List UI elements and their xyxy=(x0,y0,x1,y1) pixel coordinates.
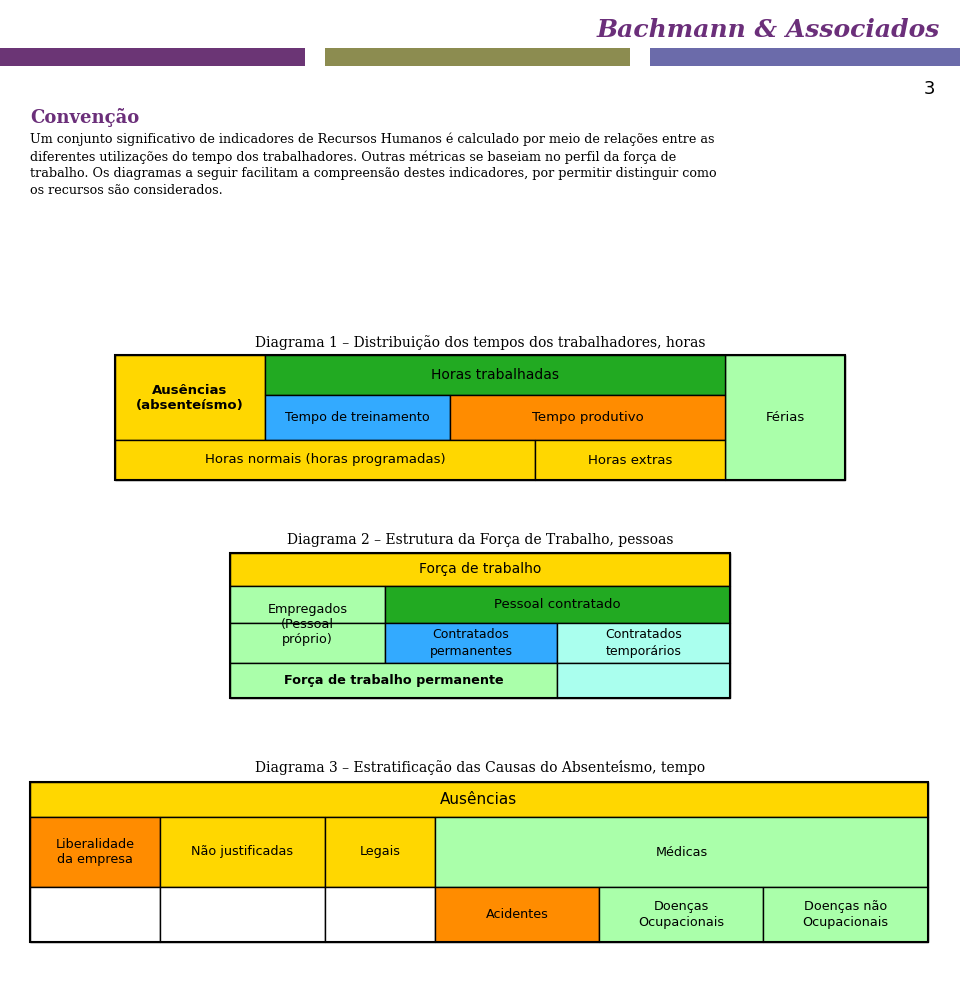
Bar xyxy=(230,553,730,586)
Bar xyxy=(115,440,535,480)
Bar xyxy=(30,817,160,887)
Text: Tempo produtivo: Tempo produtivo xyxy=(532,411,643,424)
Bar xyxy=(450,395,725,440)
Text: os recursos são considerados.: os recursos são considerados. xyxy=(30,184,223,197)
Text: Médicas: Médicas xyxy=(656,846,708,859)
Bar xyxy=(230,663,557,698)
Bar xyxy=(30,887,160,942)
Text: Liberalidade
da empresa: Liberalidade da empresa xyxy=(56,838,134,867)
Bar xyxy=(435,887,599,942)
Bar xyxy=(325,887,435,942)
Bar xyxy=(265,355,725,395)
Bar xyxy=(30,782,928,942)
Text: 3: 3 xyxy=(924,80,935,98)
Bar xyxy=(230,586,385,623)
Bar xyxy=(160,817,325,887)
Bar xyxy=(115,355,845,480)
Text: Um conjunto significativo de indicadores de Recursos Humanos é calculado por mei: Um conjunto significativo de indicadores… xyxy=(30,133,714,146)
Text: trabalho. Os diagramas a seguir facilitam a compreensão destes indicadores, por : trabalho. Os diagramas a seguir facilita… xyxy=(30,167,716,180)
Text: Pessoal contratado: Pessoal contratado xyxy=(494,598,621,611)
Text: Horas extras: Horas extras xyxy=(588,454,672,467)
Text: Ausências: Ausências xyxy=(441,792,517,807)
Bar xyxy=(385,623,557,663)
Bar xyxy=(557,623,730,663)
Text: Contratados
temporários: Contratados temporários xyxy=(605,629,682,657)
Text: Contratados
permanentes: Contratados permanentes xyxy=(429,629,513,657)
Bar xyxy=(30,782,928,817)
Bar xyxy=(535,440,725,480)
Bar xyxy=(160,887,325,942)
Text: Diagrama 3 – Estratificação das Causas do Absenteísmo, tempo: Diagrama 3 – Estratificação das Causas d… xyxy=(255,760,705,775)
Text: Convenção: Convenção xyxy=(30,108,139,127)
Bar xyxy=(557,663,730,698)
Bar xyxy=(325,817,435,887)
Bar xyxy=(599,887,763,942)
Text: diferentes utilizações do tempo dos trabalhadores. Outras métricas se baseiam no: diferentes utilizações do tempo dos trab… xyxy=(30,150,676,163)
Text: Férias: Férias xyxy=(765,411,804,424)
Text: Força de trabalho: Força de trabalho xyxy=(419,562,541,577)
Bar xyxy=(115,355,265,440)
Text: Força de trabalho permanente: Força de trabalho permanente xyxy=(284,674,503,687)
Text: Empregados
(Pessoal
próprio): Empregados (Pessoal próprio) xyxy=(268,603,348,646)
Bar xyxy=(0,48,305,66)
Bar xyxy=(230,623,385,663)
Text: Acidentes: Acidentes xyxy=(486,908,548,921)
Bar xyxy=(265,395,450,440)
Text: Doenças não
Ocupacionais: Doenças não Ocupacionais xyxy=(803,900,889,929)
Bar xyxy=(763,887,928,942)
Bar xyxy=(650,48,960,66)
Text: Bachmann & Associados: Bachmann & Associados xyxy=(596,18,940,42)
Text: Horas normais (horas programadas): Horas normais (horas programadas) xyxy=(204,454,445,467)
Bar xyxy=(325,48,630,66)
Bar xyxy=(230,553,730,698)
Bar xyxy=(435,817,928,887)
Text: Ausências
(absenteísmo): Ausências (absenteísmo) xyxy=(136,383,244,411)
Text: Legais: Legais xyxy=(359,846,400,859)
Bar xyxy=(725,355,845,480)
Bar xyxy=(385,586,730,623)
Text: Não justificadas: Não justificadas xyxy=(191,846,294,859)
Text: Diagrama 2 – Estrutura da Força de Trabalho, pessoas: Diagrama 2 – Estrutura da Força de Traba… xyxy=(287,533,673,547)
Text: Diagrama 1 – Distribuição dos tempos dos trabalhadores, horas: Diagrama 1 – Distribuição dos tempos dos… xyxy=(254,335,706,350)
Text: Tempo de treinamento: Tempo de treinamento xyxy=(285,411,430,424)
Text: Horas trabalhadas: Horas trabalhadas xyxy=(431,368,559,382)
Text: Doenças
Ocupacionais: Doenças Ocupacionais xyxy=(638,900,724,929)
